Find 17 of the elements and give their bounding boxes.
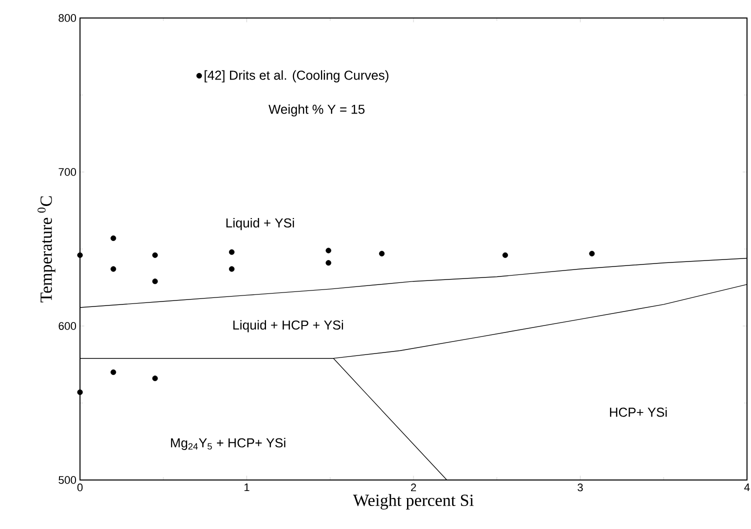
annotation: Liquid + HCP + YSi	[233, 320, 343, 332]
annotation: Weight % Y = 15	[268, 104, 365, 116]
x-tick-label: 2	[411, 484, 416, 492]
x-tick-label: 3	[578, 484, 583, 492]
legend-label: [42] Drits et al. (Cooling Curves)	[204, 70, 388, 82]
x-tick-label: 4	[744, 484, 750, 492]
annotation: HCP+ YSi	[610, 407, 667, 417]
x-tick-label: 0	[77, 484, 83, 492]
annotation: Liquid + YSi	[226, 218, 294, 230]
y-tick-label: 800	[58, 14, 76, 22]
x-axis-title: Weight percent Si	[353, 494, 474, 510]
y-tick-label: 600	[58, 322, 76, 330]
y-axis-title: Temperature $^{0}$C	[38, 196, 56, 302]
y-tick-label: 500	[58, 476, 76, 484]
annotation: Mg$_{24}$Y$_{5}$ + HCP+ YSi	[171, 438, 286, 450]
x-tick-label: 1	[244, 484, 250, 492]
y-tick-label: 700	[58, 168, 76, 176]
